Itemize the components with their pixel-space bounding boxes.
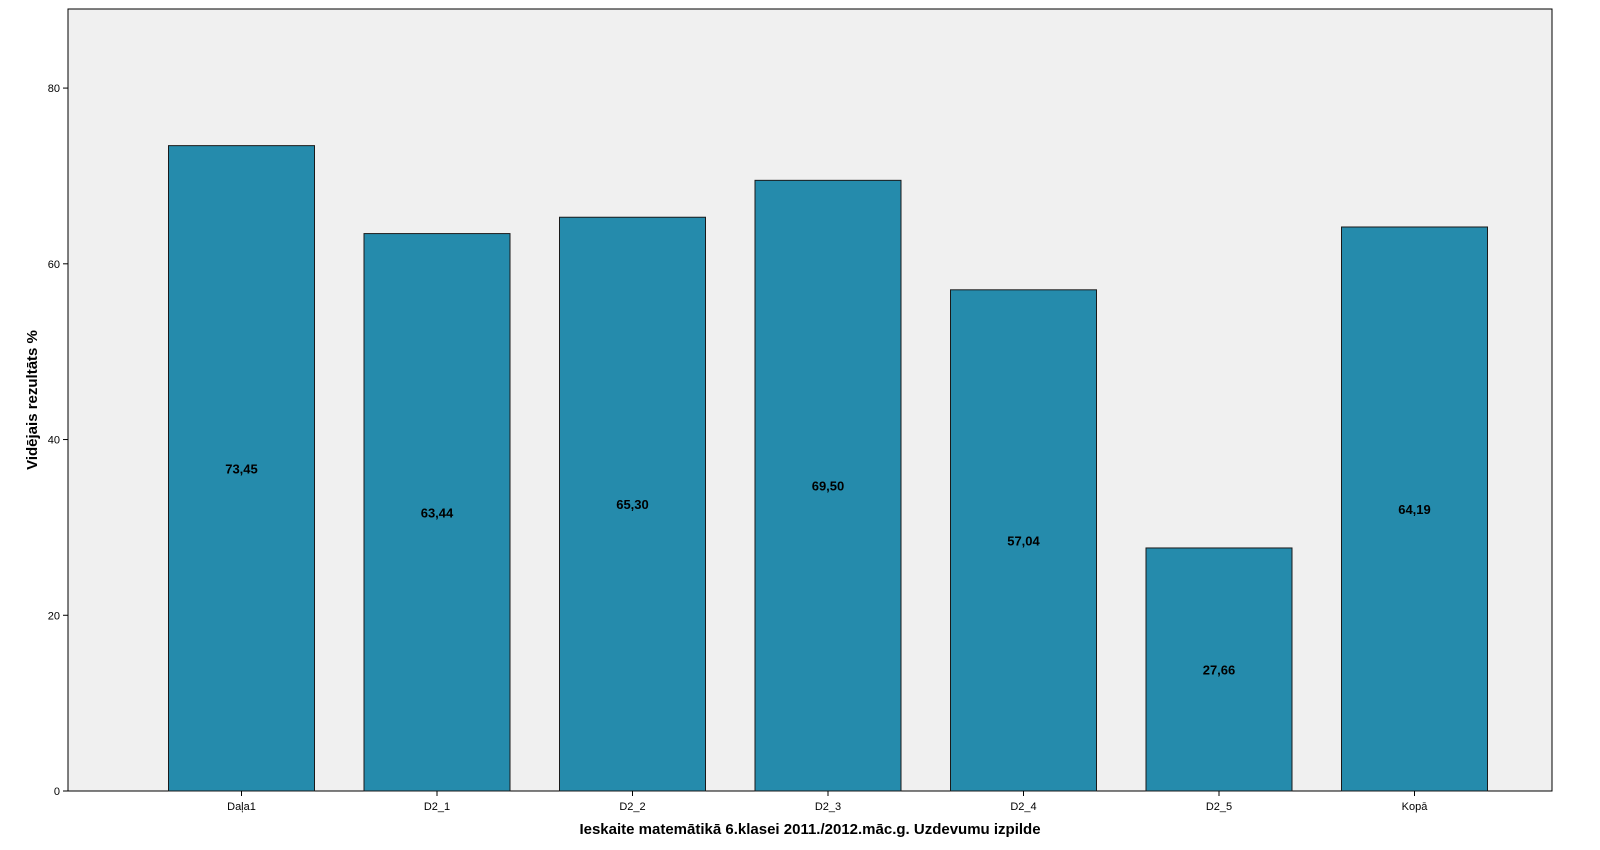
y-tick-label-3: 60: [48, 259, 60, 271]
bar-2: [559, 216, 706, 792]
bar-0: [168, 145, 315, 792]
x-tick-label-0: Daļa1: [227, 801, 256, 813]
data-label-6: 64,19: [1398, 502, 1431, 517]
bar-3: [754, 179, 902, 792]
data-label-1: 63,44: [421, 505, 454, 520]
data-label-3: 69,50: [812, 479, 845, 494]
bar-4: [950, 289, 1097, 792]
x-tick-label-5: D2_5: [1206, 801, 1232, 813]
x-tick-label-2: D2_2: [619, 801, 645, 813]
x-axis: Daļa1 D2_1 D2_2 D2_3 D2_4 D2_5 Kopā: [227, 791, 1428, 813]
x-tick-label-6: Kopā: [1402, 801, 1429, 813]
bars-layer: [168, 145, 1488, 792]
data-label-4: 57,04: [1007, 533, 1040, 548]
y-axis-title: Vidējais rezultāts %: [24, 330, 41, 470]
y-tick-label-0: 0: [54, 786, 60, 798]
bar-5: [1145, 547, 1293, 792]
bar-1: [363, 233, 511, 792]
data-label-2: 65,30: [616, 497, 649, 512]
x-tick-label-1: D2_1: [424, 801, 450, 813]
x-axis-title: Ieskaite matemātikā 6.klasei 2011./2012.…: [579, 821, 1040, 838]
y-tick-label-2: 40: [48, 435, 60, 447]
data-label-5: 27,66: [1203, 662, 1236, 677]
x-tick-label-4: D2_4: [1010, 801, 1036, 813]
y-tick-label-1: 20: [48, 610, 60, 622]
y-tick-label-4: 80: [48, 83, 60, 95]
y-axis: 0 20 40 60 80: [48, 83, 68, 798]
bar-6: [1341, 226, 1488, 792]
x-tick-label-3: D2_3: [815, 801, 841, 813]
data-labels-layer: 73,45 63,44 65,30 69,50 57,04 27,66 64,19: [225, 461, 1431, 677]
data-label-0: 73,45: [225, 461, 258, 476]
